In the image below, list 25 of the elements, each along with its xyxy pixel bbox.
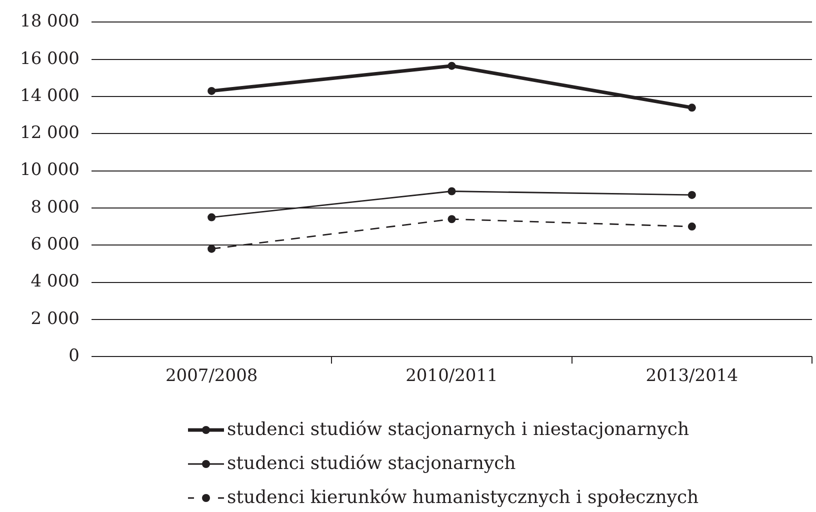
point [448,215,456,224]
y-tick-label: 6 000 [30,234,80,255]
point [208,244,216,253]
legend-label: studenci studiów stacjonarnych i niestacjonarnych [227,419,690,440]
y-tick-label: 8 000 [30,197,80,218]
y-tick-label: 10 000 [20,160,80,180]
legend-label: studenci kierunków humanistycznych i społecznych [227,487,699,508]
point [688,104,696,112]
y-tick-label: 12 000 [20,123,80,144]
point [208,213,216,222]
y-tick-label: 2 000 [30,308,80,329]
point [688,222,696,231]
y-tick-label: 18 000 [20,12,80,32]
y-tick-label: 4 000 [30,272,80,292]
y-tick-label: 16 000 [20,48,80,69]
x-tick-label: 2013/2014 [646,366,738,386]
point [448,187,456,196]
y-tick-label: 0 [68,346,80,366]
point [448,62,456,70]
point [208,86,216,95]
x-tick-label: 2010/2011 [406,366,498,386]
x-tick-label: 2007/2008 [165,366,258,386]
point [688,190,696,199]
y-tick-label: 14 000 [20,86,80,106]
legend-label: studenci studiów stacjonarnych [227,453,516,474]
